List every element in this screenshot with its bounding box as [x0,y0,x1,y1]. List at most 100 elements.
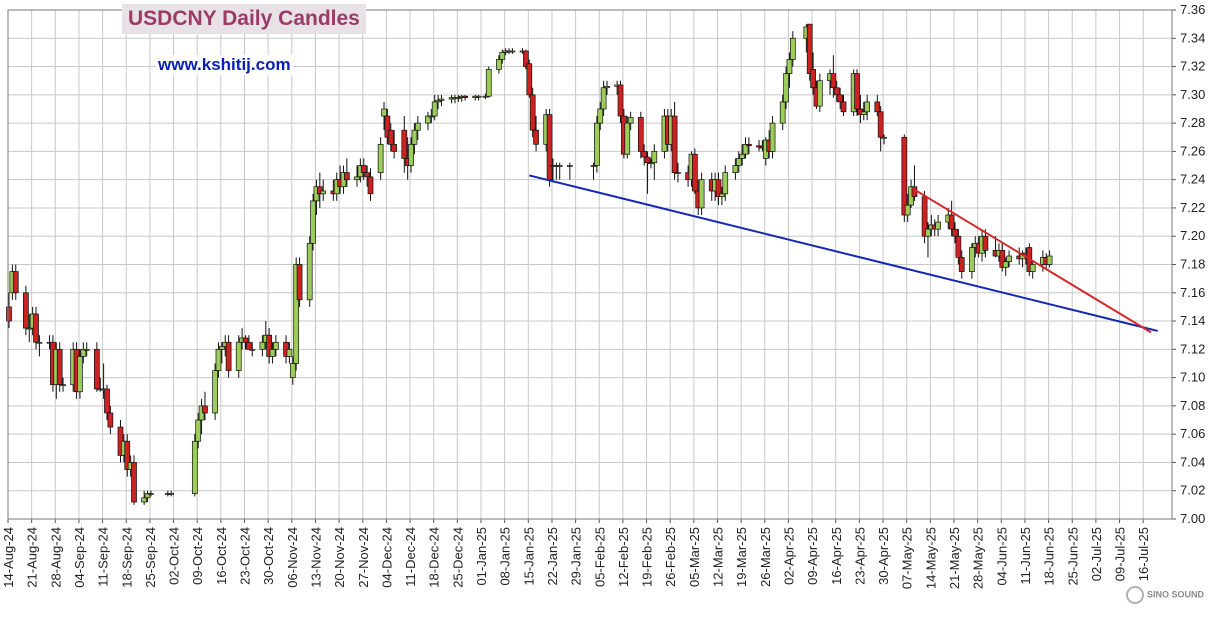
candle [414,116,421,141]
watermark: SINO SOUND [1126,586,1204,604]
candle [617,80,624,124]
candle-body [698,179,705,209]
candle-body [435,100,441,103]
x-tick-label: 20-Nov-24 [332,527,347,588]
candle-body [482,95,489,98]
candle [462,94,468,101]
candle-body [23,292,29,329]
candle-body [732,165,739,173]
candle [12,264,19,300]
candle [23,285,29,336]
x-tick-label: 11-Sep-24 [96,527,111,587]
candle-body [286,348,293,357]
candle [472,94,479,101]
candle-body [273,341,279,350]
candle [124,434,131,477]
candle-body [195,419,202,442]
candle [249,342,256,357]
candle [556,162,563,180]
website-link[interactable]: www.kshitij.com [156,55,293,75]
x-tick-label: 28-May-25 [971,527,986,589]
candle [624,116,631,159]
candle-body [242,337,249,343]
candle-body [381,108,387,117]
candle-body [1002,261,1009,268]
y-tick-label: 7.22 [1180,200,1205,215]
candles [6,23,1053,505]
candle [344,158,350,187]
candle [225,335,232,378]
candle-body [904,204,911,216]
candle [644,151,651,194]
y-tick-label: 7.00 [1180,511,1205,526]
candle [26,313,33,343]
candle [806,23,813,81]
candle [141,490,147,505]
candle-body [637,117,644,152]
candle [320,179,327,201]
candle-body [60,384,66,387]
candle [529,87,536,138]
candle [131,455,137,505]
candle [496,55,502,74]
candle-body [26,327,33,330]
y-tick-label: 7.24 [1180,172,1205,187]
candle-body [817,80,823,107]
candle-body [212,370,218,414]
x-tick-label: 05-Mar-25 [687,527,702,587]
candle-body [982,235,989,251]
candle-body [935,221,941,230]
candle-body [225,341,232,371]
candle-body [425,115,431,124]
candle-body [779,101,786,124]
candle-body [810,69,816,89]
candle [830,55,837,98]
x-tick-label: 28-Aug-24 [48,527,63,588]
candle-body [675,172,681,174]
candle [195,412,202,449]
candle [810,52,816,95]
candle [1029,261,1036,279]
candle-body [235,341,242,371]
candle-body [837,94,843,103]
x-tick-label: 25-Sep-24 [143,527,158,588]
y-tick-label: 7.06 [1180,426,1205,441]
candle [566,162,573,180]
candle-body [411,129,418,145]
x-tick-label: 14-Aug-24 [1,527,16,588]
candle [982,229,989,258]
y-tick-label: 7.16 [1180,285,1205,300]
candle-body [719,193,725,197]
candle-body [428,115,435,118]
candle [1006,250,1012,268]
candle [286,342,293,364]
candle-body [391,143,398,152]
x-tick-label: 21-May-25 [947,527,962,589]
x-tick-label: 18-Jun-25 [1042,527,1057,586]
candle [597,101,604,131]
candle-body [367,176,374,195]
candle [202,391,208,421]
candle [742,137,749,159]
candle-body [431,101,438,117]
candle [837,87,843,109]
candle-body [107,412,114,428]
candle [259,335,266,357]
candle [523,49,529,70]
x-tick-label: 23-Apr-25 [852,527,867,585]
x-tick-label: 09-Oct-24 [190,527,205,585]
candle [719,186,725,206]
candle-body [1006,255,1012,263]
x-tick-label: 07-May-25 [900,527,915,589]
candle [786,52,793,88]
candle [377,137,384,180]
x-tick-label: 16-Jul-25 [1136,527,1151,581]
candle-body [523,50,529,67]
candle-body [408,143,414,166]
candle [273,335,279,357]
x-tick-label: 08-Jan-25 [498,527,513,586]
candle [925,222,931,258]
x-tick-label: 21-Aug-24 [25,527,40,588]
candle-body [533,129,539,145]
